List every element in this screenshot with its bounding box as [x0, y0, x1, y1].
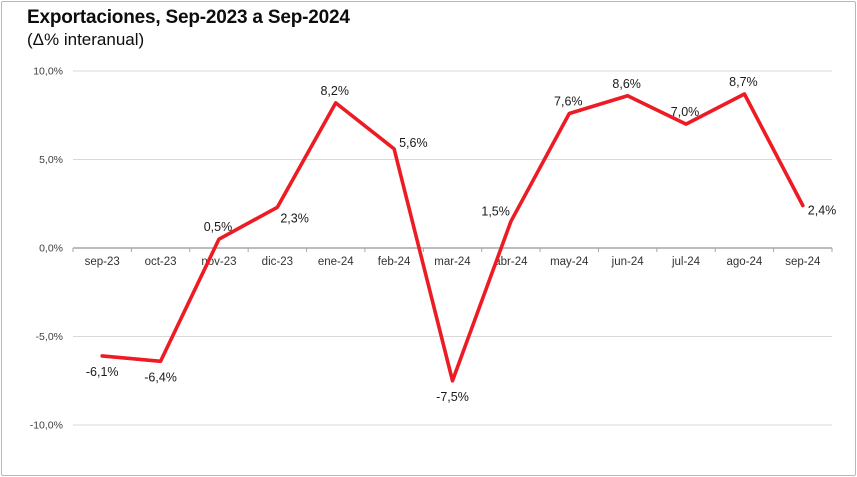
data-label: 8,6%	[612, 77, 641, 91]
y-tick-label: 5,0%	[39, 154, 63, 166]
data-label: 8,2%	[320, 84, 349, 98]
x-tick-label: mar-24	[434, 256, 471, 268]
data-label: 7,6%	[554, 94, 583, 108]
data-label: -6,4%	[144, 370, 177, 384]
x-tick-label: jun-24	[611, 256, 645, 268]
x-tick-label: jul-24	[671, 256, 701, 268]
chart-title: Exportaciones, Sep-2023 a Sep-2024	[27, 7, 350, 28]
chart-header: Exportaciones, Sep-2023 a Sep-2024 (Δ% i…	[27, 6, 350, 50]
y-tick-label: -10,0%	[30, 420, 63, 432]
line-series	[100, 92, 805, 383]
y-tick-label: 10,0%	[33, 66, 63, 78]
x-tick-label: oct-23	[145, 256, 177, 268]
data-label: 1,5%	[481, 204, 510, 218]
data-label: -6,1%	[86, 365, 119, 379]
x-tick-label: feb-24	[378, 256, 411, 268]
y-tick-label: 0,0%	[39, 243, 63, 255]
data-label: 2,4%	[808, 204, 837, 218]
data-label: 0,5%	[204, 220, 233, 234]
data-label: 8,7%	[729, 75, 758, 89]
x-tick-label: sep-24	[785, 256, 821, 268]
x-tick-label: sep-23	[85, 256, 120, 268]
data-label: 5,6%	[399, 136, 428, 150]
x-tick-label: ene-24	[318, 256, 354, 268]
chart-subtitle: (Δ% interanual)	[27, 30, 145, 49]
data-label: 2,3%	[280, 211, 309, 225]
x-tick-label: ago-24	[727, 256, 763, 268]
x-tick-label: dic-23	[262, 256, 293, 268]
x-tick-label: abr-24	[494, 256, 528, 268]
data-label: 7,0%	[671, 105, 700, 119]
x-tick-label: may-24	[550, 256, 589, 268]
data-label: -7,5%	[436, 390, 469, 404]
y-tick-label: -5,0%	[36, 331, 63, 343]
